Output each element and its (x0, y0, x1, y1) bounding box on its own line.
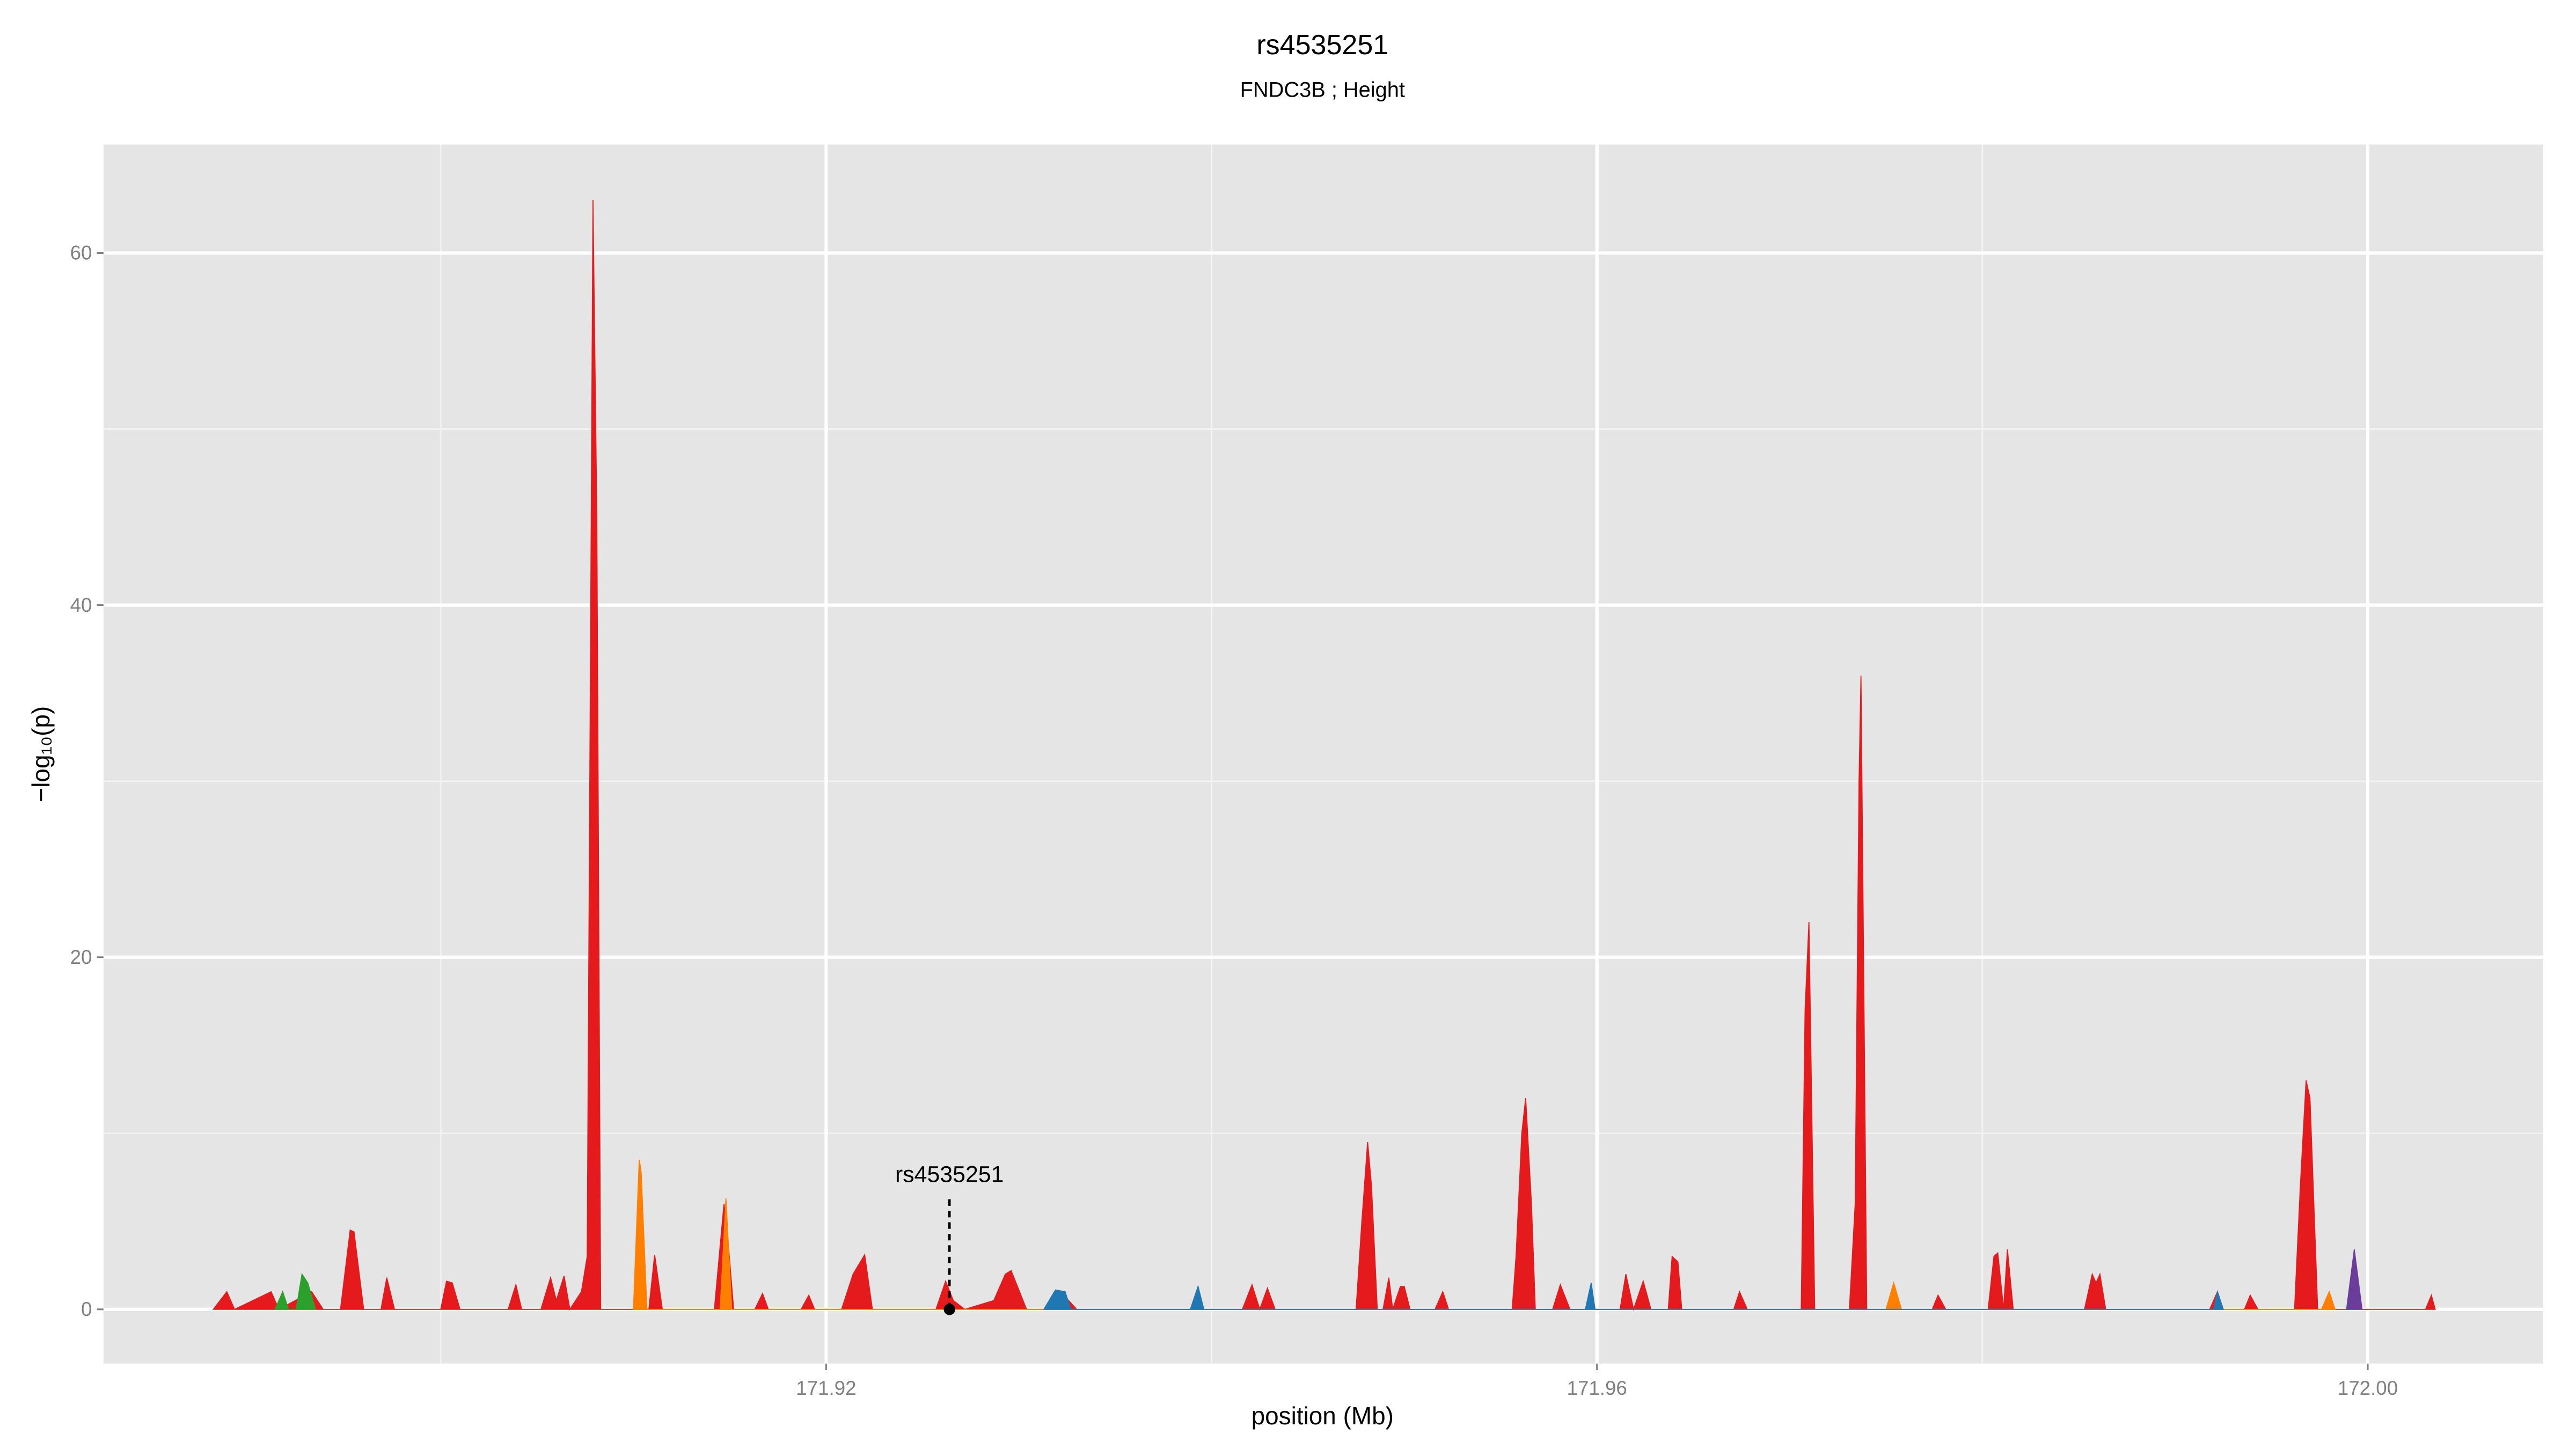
y-tick-label: 60 (70, 242, 92, 264)
annotation-point (943, 1304, 955, 1315)
chart-title: rs4535251 (1256, 30, 1388, 61)
y-axis-label: −log₁₀(p) (27, 706, 55, 802)
y-tick-label: 40 (70, 594, 92, 616)
x-tick-label: 172.00 (2338, 1377, 2398, 1399)
y-tick-label: 20 (70, 946, 92, 968)
y-tick-label: 0 (81, 1298, 92, 1320)
x-tick-label: 171.96 (1567, 1377, 1627, 1399)
x-tick-label: 171.92 (796, 1377, 856, 1399)
area (2346, 1249, 2363, 1310)
annotation-label: rs4535251 (895, 1161, 1004, 1187)
x-axis-label: position (Mb) (1252, 1402, 1394, 1430)
chart-subtitle: FNDC3B ; Height (1240, 78, 1405, 102)
area (274, 1272, 317, 1310)
plot-panel (103, 144, 2543, 1364)
area (1043, 1283, 2224, 1310)
